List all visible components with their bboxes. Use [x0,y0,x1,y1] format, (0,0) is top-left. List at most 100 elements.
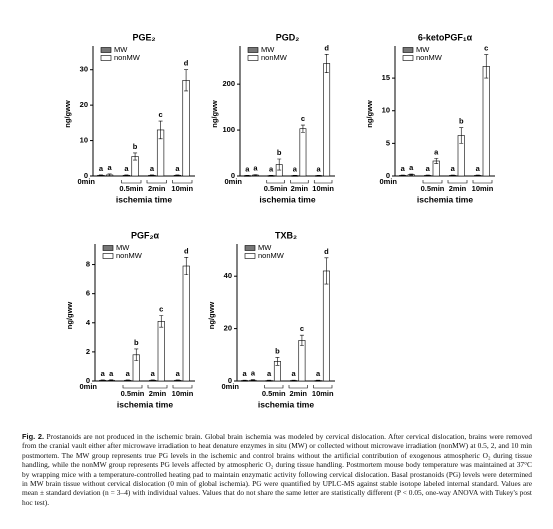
error-bar [133,152,138,161]
x-tick-label: 10min [312,184,334,193]
significance-letter: a [476,164,481,173]
category-bracket [172,180,193,184]
error-bar [425,174,430,176]
x-tick-label: 0.5min [421,184,445,193]
y-tick-label: 15 [382,73,390,82]
legend-label: nonMW [261,53,288,62]
significance-letter: a [107,163,112,172]
legend-label: MW [116,243,130,252]
category-bracket [313,180,333,184]
error-bar [100,379,105,381]
significance-letter: a [176,369,181,378]
significance-letter: a [253,164,258,173]
significance-letter: a [99,164,104,173]
y-tick-label: 0 [84,171,88,180]
x-tick-label: 2min [149,389,167,398]
category-bracket [472,180,493,184]
y-tick-label: 0 [386,171,390,180]
significance-letter: a [124,164,129,173]
error-bar [175,174,180,176]
category-bracket [447,180,468,184]
significance-letter: a [451,164,456,173]
y-axis-label: ng/gww [365,100,374,128]
legend-swatch [247,55,259,61]
category-bracket [313,385,333,389]
significance-letter: a [109,369,114,378]
x-tick-label: 10min [171,184,193,193]
legend-label: nonMW [416,53,443,62]
y-axis-label: ng/gww [63,100,72,128]
x-axis-label: ischemia time [417,194,473,204]
error-bar [175,379,180,381]
x-tick-label: 10min [472,184,494,193]
x-tick-label: 0min [379,177,397,186]
error-bar [158,120,163,140]
legend-swatch [247,47,259,53]
significance-letter: c [159,304,163,313]
error-bar [291,379,296,382]
chart-title: PGF₂α [131,230,160,240]
significance-letter: b [459,117,464,126]
category-bracket [172,385,193,389]
error-bar [316,379,321,382]
significance-letter: a [426,164,431,173]
chart-title: 6-ketoPGF₁α [418,32,473,42]
error-bar [124,174,129,176]
bar [157,321,165,382]
y-tick-label: 20 [80,100,88,109]
error-bar [184,69,189,92]
error-bar [109,379,114,382]
error-bar [277,158,282,171]
x-tick-label: 0min [79,382,97,391]
significance-letter: a [293,164,298,173]
y-tick-label: 100 [222,125,235,134]
legend-label: nonMW [116,251,143,260]
significance-letter: c [158,110,162,119]
significance-letter: a [409,163,414,172]
x-tick-label: 0.5min [121,389,145,398]
significance-letter: a [101,369,106,378]
significance-letter: a [243,369,248,378]
legend-swatch [102,245,114,251]
legend-label: nonMW [258,251,285,260]
caption-text: Prostanoids are not produced in the isch… [22,432,532,507]
significance-letter: a [317,164,322,173]
x-tick-label: 10min [172,389,194,398]
y-tick-label: 5 [386,138,390,147]
legend-swatch [100,55,112,61]
error-bar [275,357,280,366]
bar [482,66,490,177]
category-bracket [146,180,167,184]
y-tick-label: 0 [228,376,232,385]
x-tick-label: 0min [224,177,242,186]
error-bar [299,334,304,346]
significance-letter: b [134,338,139,347]
legend-label: MW [258,243,272,252]
category-bracket [147,385,168,389]
error-bar [400,174,405,176]
x-tick-label: 2min [289,389,307,398]
bar [182,80,190,177]
significance-letter: a [251,369,256,378]
y-tick-label: 0 [86,376,90,385]
significance-letter: a [267,369,272,378]
legend-swatch [244,253,256,259]
y-tick-label: 6 [86,289,90,298]
category-bracket [290,180,309,184]
bar [322,270,330,382]
y-tick-label: 40 [224,271,232,280]
error-bar [184,256,189,276]
x-axis-label: ischemia time [117,399,173,409]
y-tick-label: 20 [224,324,232,333]
category-bracket [121,180,142,184]
significance-letter: a [175,164,180,173]
category-bracket [264,385,284,389]
x-tick-label: 0.5min [119,184,143,193]
x-tick-label: 2min [291,184,309,193]
chart-title: TXB₂ [275,230,297,240]
legend-swatch [244,245,256,251]
chart-title: PGD₂ [276,32,300,42]
error-bar [267,379,272,382]
legend-swatch [402,55,414,61]
